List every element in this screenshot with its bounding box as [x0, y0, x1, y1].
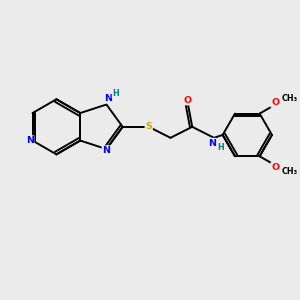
Text: O: O [271, 163, 279, 172]
Text: O: O [184, 96, 192, 105]
Text: CH₃: CH₃ [281, 94, 297, 103]
Text: S: S [146, 122, 152, 131]
Text: N: N [26, 136, 34, 145]
Text: H: H [112, 89, 119, 98]
Text: O: O [271, 98, 279, 107]
Text: N: N [208, 139, 216, 148]
Text: N: N [104, 94, 112, 103]
Text: H: H [217, 143, 224, 152]
Text: CH₃: CH₃ [281, 167, 297, 176]
Text: N: N [103, 146, 110, 155]
